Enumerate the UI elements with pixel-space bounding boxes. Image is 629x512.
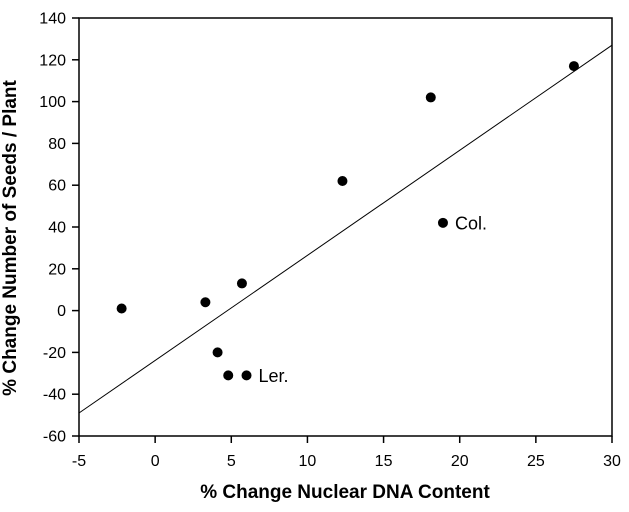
data-point (437, 217, 448, 228)
x-tick-label: 15 (375, 453, 393, 470)
x-axis-label: % Change Nuclear DNA Content (200, 482, 490, 503)
data-point (425, 92, 436, 103)
x-tick-label: -5 (72, 453, 86, 470)
y-tick-label: 20 (48, 261, 66, 278)
y-axis-label: % Change Number of Seeds / Plant (0, 79, 21, 395)
data-point (212, 347, 223, 358)
x-tick-label: 0 (151, 453, 160, 470)
data-point (241, 370, 252, 381)
y-tick-label: 120 (39, 52, 66, 69)
y-tick-label: 80 (48, 136, 66, 153)
trend-line (78, 44, 613, 414)
y-tick-label: 0 (57, 303, 66, 320)
y-tick-label: -40 (43, 387, 66, 404)
data-point (568, 61, 579, 72)
data-point-label: Ler. (259, 366, 289, 386)
y-tick-label: 60 (48, 178, 66, 195)
y-tick-label: 100 (39, 94, 66, 111)
data-point-label: Col. (455, 213, 487, 233)
x-tick-label: 20 (451, 453, 469, 470)
data-point (236, 278, 247, 289)
data-point (116, 303, 127, 314)
x-tick-label: 25 (527, 453, 545, 470)
x-tick-label: 30 (603, 453, 621, 470)
y-tick-label: 40 (48, 220, 66, 237)
plot-area: -5 0 5 10 15 20 25 30 140 120 100 80 60 40 20 0 -20 -40 -6… (39, 11, 621, 471)
x-tick-label: 10 (299, 453, 317, 470)
data-point (223, 370, 234, 381)
data-point (337, 176, 348, 187)
y-tick-label: -60 (43, 429, 66, 446)
plot-border (78, 17, 613, 437)
x-tick-label: 5 (227, 453, 236, 470)
data-point (200, 297, 211, 308)
y-tick-label: -20 (43, 345, 66, 362)
y-tick-label: 140 (39, 11, 66, 28)
